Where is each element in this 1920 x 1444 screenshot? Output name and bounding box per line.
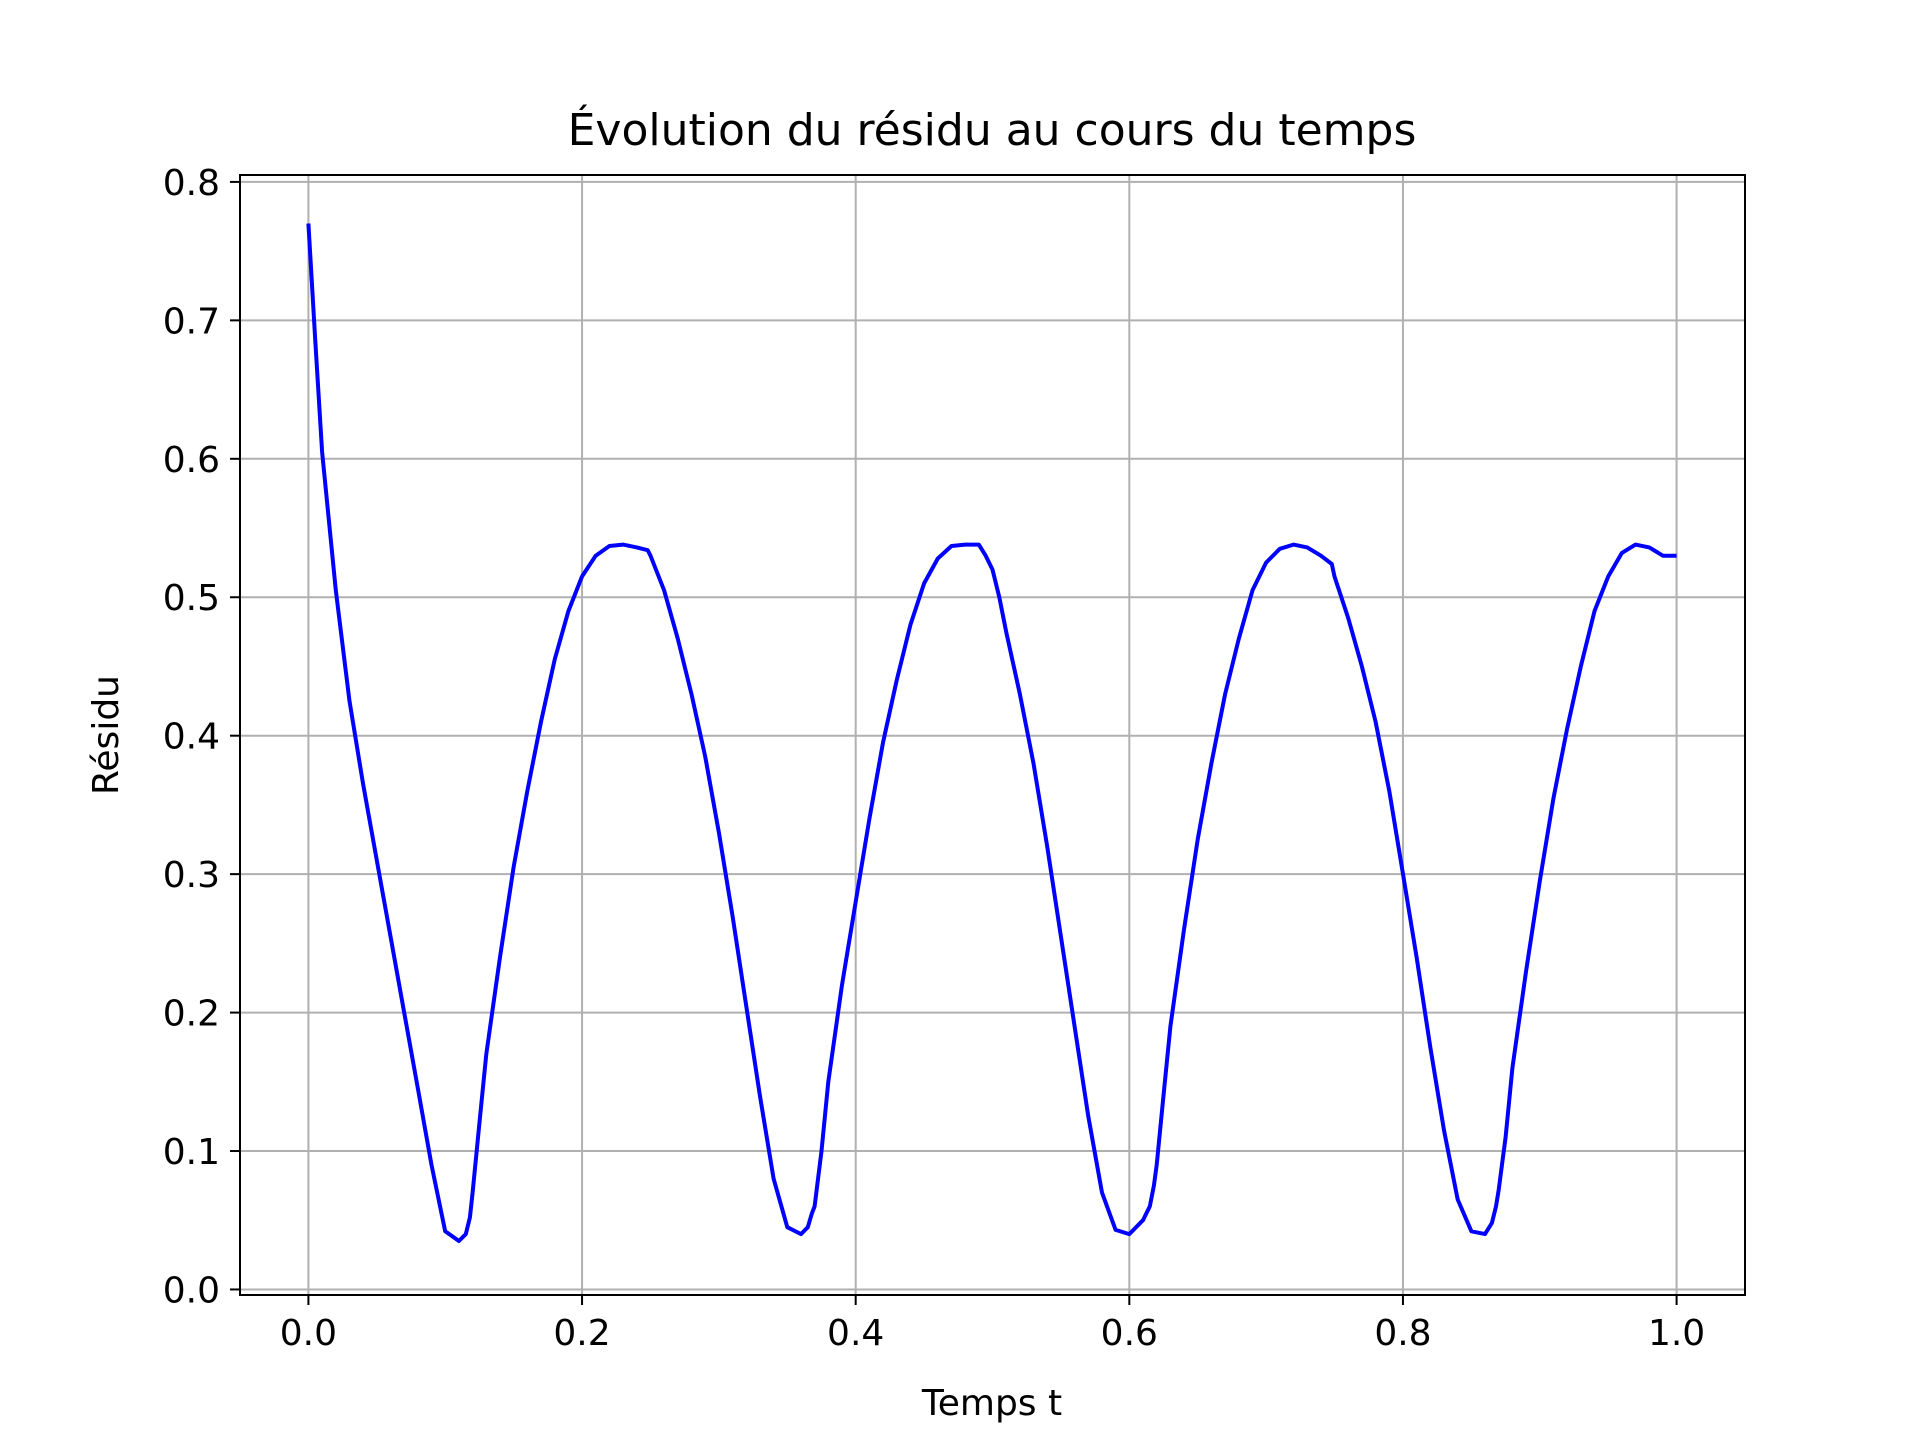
x-tick-label: 0.4 [827, 1313, 884, 1354]
y-tick-label: 0.8 [163, 163, 220, 204]
x-tick-label: 0.6 [1101, 1313, 1158, 1354]
y-tick-label: 0.3 [163, 855, 220, 896]
y-tick-label: 0.7 [163, 301, 220, 342]
series-layer [306, 223, 1677, 1243]
chart-title: Évolution du résidu au cours du temps [568, 103, 1417, 156]
x-tick-label: 0.2 [553, 1313, 610, 1354]
y-axis-ticks: 0.0 0.1 0.2 0.3 0.4 0.5 0.6 0.7 0.8 [163, 163, 240, 1311]
y-axis-label: Résidu [86, 675, 127, 795]
y-tick-label: 0.2 [163, 994, 220, 1035]
y-tick-label: 0.0 [163, 1270, 220, 1311]
series-line-0 [306, 223, 1677, 1243]
x-tick-label: 1.0 [1648, 1313, 1705, 1354]
y-tick-label: 0.6 [163, 440, 220, 481]
x-axis-ticks: 0.0 0.2 0.4 0.6 0.8 1.0 [280, 1295, 1705, 1354]
grid [240, 175, 1745, 1295]
x-tick-label: 0.8 [1374, 1313, 1431, 1354]
y-tick-label: 0.5 [163, 578, 220, 619]
x-tick-label: 0.0 [280, 1313, 337, 1354]
x-axis-label: Temps t [921, 1383, 1062, 1424]
y-tick-label: 0.1 [163, 1132, 220, 1173]
y-tick-label: 0.4 [163, 717, 220, 758]
